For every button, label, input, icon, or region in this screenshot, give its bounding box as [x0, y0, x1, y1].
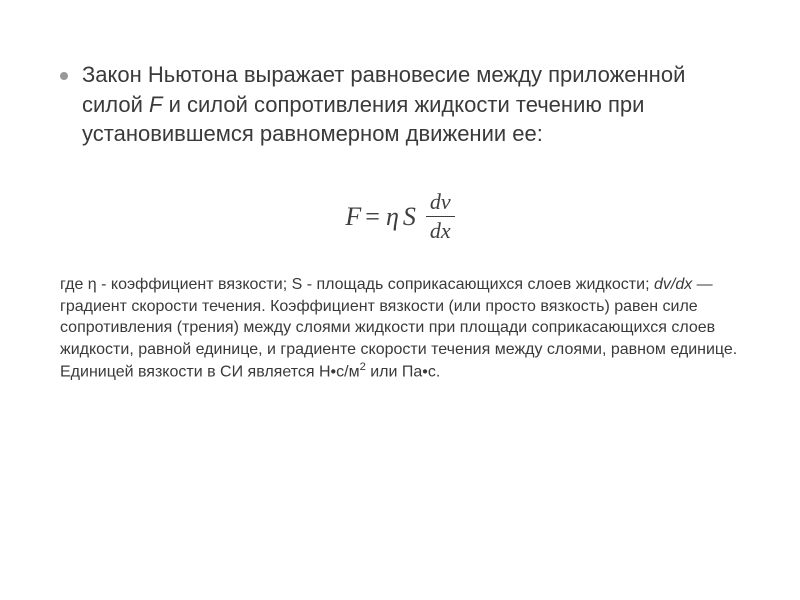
formula-numerator: dv [426, 189, 455, 216]
desc-part1: где η - коэффициент вязкости; S - площад… [60, 276, 654, 293]
description-paragraph: где η - коэффициент вязкости; S - площад… [60, 274, 740, 383]
formula-s: S [403, 202, 416, 232]
formula: F = η S dv dx [345, 189, 454, 244]
bullet-icon [60, 72, 68, 80]
formula-fraction: dv dx [426, 189, 455, 244]
formula-block: F = η S dv dx [60, 189, 740, 244]
formula-f: F [345, 202, 361, 232]
formula-eta: η [386, 202, 399, 232]
desc-dvdx: dv/dx [654, 276, 692, 293]
main-bullet-block: Закон Ньютона выражает равновесие между … [60, 60, 740, 149]
formula-denominator: dx [426, 216, 455, 244]
main-paragraph: Закон Ньютона выражает равновесие между … [82, 60, 740, 149]
main-text-part2: и силой сопротивления жидкости течению п… [82, 92, 644, 147]
formula-equals: = [365, 202, 380, 232]
desc-part3: или Па•с. [366, 364, 441, 381]
main-text-var-f: F [149, 92, 162, 117]
